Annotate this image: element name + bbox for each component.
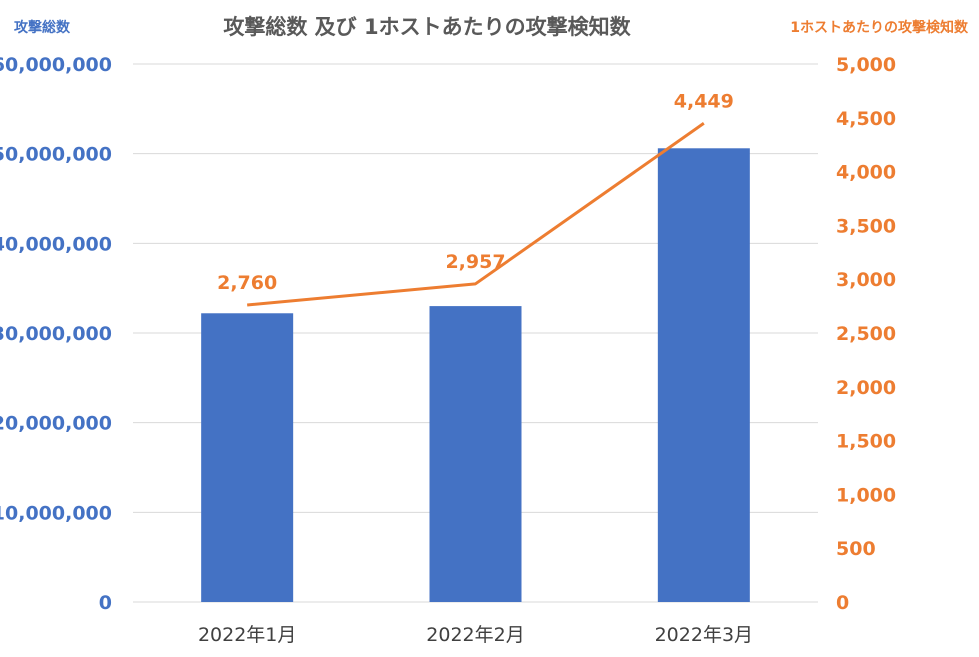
left-tick-label: 30,000,000 [0, 323, 112, 345]
data-label: 2,760 [217, 272, 277, 294]
right-tick-label: 1,000 [836, 484, 896, 506]
series-line [247, 122, 705, 307]
right-tick-label: 4,500 [836, 108, 896, 130]
right-axis-ticks: 0 500 1,000 1,500 2,000 2,500 3,000 3,500 4,000 4… [836, 54, 896, 614]
left-tick-label: 40,000,000 [0, 233, 112, 255]
left-tick-label: 0 [99, 592, 112, 614]
category-label: 2022年1月 [198, 624, 296, 646]
left-tick-label: 50,000,000 [0, 144, 112, 166]
category-label: 2022年2月 [426, 624, 524, 646]
right-tick-label: 4,000 [836, 162, 896, 184]
right-tick-label: 3,000 [836, 269, 896, 291]
right-tick-label: 0 [836, 592, 849, 614]
left-axis-ticks: 0 10,000,000 20,000,000 30,000,000 40,000,00… [0, 54, 112, 614]
left-tick-label: 60,000,000 [0, 54, 112, 76]
right-tick-label: 2,000 [836, 377, 896, 399]
category-labels: 2022年1月 2022年2月 2022年3月 [198, 624, 753, 646]
left-axis-label: 攻撃総数 [14, 19, 71, 36]
left-tick-label: 10,000,000 [0, 502, 112, 524]
bar-series [201, 148, 750, 602]
bar [201, 313, 294, 602]
bar [657, 148, 750, 602]
bar [429, 306, 522, 602]
line-series: 2,760 2,957 4,449 [217, 90, 734, 307]
right-tick-label: 5,000 [836, 54, 896, 76]
data-label: 2,957 [445, 251, 505, 273]
left-tick-label: 20,000,000 [0, 413, 112, 435]
category-label: 2022年3月 [655, 624, 753, 646]
right-axis-label: 1ホストあたりの攻撃検知数 [790, 19, 969, 36]
data-label: 4,449 [674, 90, 734, 112]
chart-title: 攻撃総数 及び 1ホストあたりの攻撃検知数 [223, 15, 631, 39]
right-tick-label: 500 [836, 538, 876, 560]
right-tick-label: 2,500 [836, 323, 896, 345]
right-tick-label: 1,500 [836, 431, 896, 453]
right-tick-label: 3,500 [836, 215, 896, 237]
